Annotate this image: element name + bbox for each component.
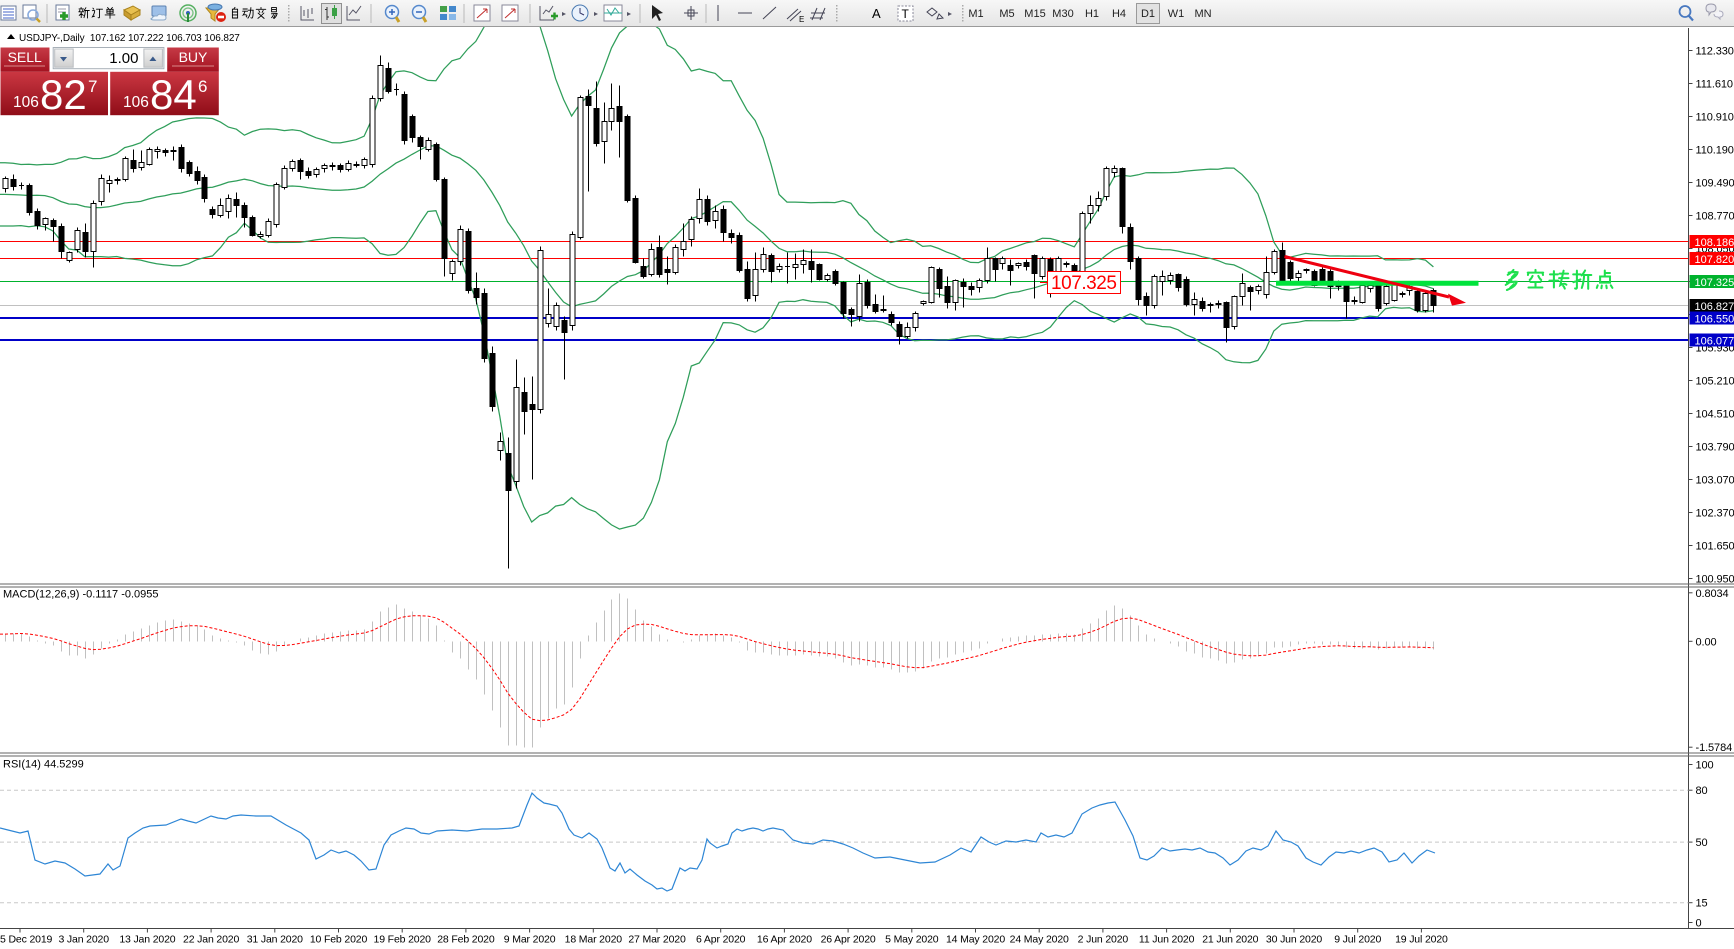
svg-text:28 Feb 2020: 28 Feb 2020 [437,934,495,946]
svg-text:112.330: 112.330 [1696,46,1734,58]
svg-text:107.325: 107.325 [1695,277,1734,289]
svg-text:0: 0 [1696,918,1702,930]
svg-text:103.070: 103.070 [1696,475,1734,487]
svg-text:9 Jul 2020: 9 Jul 2020 [1334,934,1381,946]
svg-text:30 Jun 2020: 30 Jun 2020 [1266,934,1322,946]
svg-text:82: 82 [40,71,87,118]
svg-text:102.370: 102.370 [1696,508,1734,520]
svg-text:1.00: 1.00 [109,50,138,67]
svg-text:BUY: BUY [179,49,208,65]
svg-text:106.077: 106.077 [1695,336,1734,348]
svg-text:22 Jan 2020: 22 Jan 2020 [183,934,239,946]
svg-text:100.950: 100.950 [1696,574,1734,586]
svg-text:M1: M1 [968,8,983,20]
svg-text:107.325: 107.325 [1051,273,1117,294]
svg-text:109.490: 109.490 [1696,178,1734,190]
svg-text:3 Jan 2020: 3 Jan 2020 [58,934,109,946]
svg-text:SELL: SELL [8,49,42,65]
svg-text:108.186: 108.186 [1695,237,1734,249]
svg-text:103.790: 103.790 [1696,442,1734,454]
svg-text:31 Jan 2020: 31 Jan 2020 [247,934,303,946]
svg-text:RSI(14) 44.5299: RSI(14) 44.5299 [3,759,84,771]
svg-text:50: 50 [1696,837,1708,849]
svg-text:USDJPY-,Daily 107.162 107.222: USDJPY-,Daily 107.162 107.222 106.703 10… [19,33,240,44]
svg-text:-1.5784: -1.5784 [1696,742,1733,754]
svg-text:H4: H4 [1112,8,1126,20]
svg-text:0.00: 0.00 [1696,636,1717,648]
svg-text:6 Apr 2020: 6 Apr 2020 [696,934,746,946]
svg-text:9 Mar 2020: 9 Mar 2020 [504,934,556,946]
svg-text:105.210: 105.210 [1696,376,1734,388]
svg-text:A: A [872,6,881,21]
svg-text:106: 106 [13,94,39,111]
svg-text:19 Jul 2020: 19 Jul 2020 [1395,934,1448,946]
svg-text:16 Apr 2020: 16 Apr 2020 [757,934,812,946]
svg-text:M30: M30 [1052,8,1073,20]
svg-text:106: 106 [123,94,149,111]
svg-text:D1: D1 [1141,8,1155,20]
svg-text:106.550: 106.550 [1695,314,1734,326]
svg-text:19 Feb 2020: 19 Feb 2020 [374,934,432,946]
svg-text:0.8034: 0.8034 [1696,588,1729,600]
svg-text:107.820: 107.820 [1695,254,1734,266]
svg-text:110.910: 110.910 [1696,112,1734,124]
svg-text:11 Jun 2020: 11 Jun 2020 [1139,934,1195,946]
svg-text:21 Jun 2020: 21 Jun 2020 [1202,934,1258,946]
svg-text:MACD(12,26,9) -0.1117 -0.0955: MACD(12,26,9) -0.1117 -0.0955 [3,589,159,601]
svg-text:84: 84 [150,71,197,118]
svg-text:2 Jun 2020: 2 Jun 2020 [1078,934,1129,946]
svg-text:26 Apr 2020: 26 Apr 2020 [821,934,876,946]
svg-text:111.610: 111.610 [1696,79,1733,91]
svg-text:T: T [902,7,910,21]
svg-text:5 May 2020: 5 May 2020 [885,934,939,946]
svg-text:24 May 2020: 24 May 2020 [1010,934,1069,946]
svg-text:E: E [799,15,804,24]
svg-text:101.650: 101.650 [1696,541,1734,553]
svg-text:18 Mar 2020: 18 Mar 2020 [565,934,623,946]
svg-text:6: 6 [198,77,207,96]
svg-text:110.190: 110.190 [1696,145,1734,157]
svg-text:M15: M15 [1024,8,1045,20]
svg-text:27 Mar 2020: 27 Mar 2020 [628,934,686,946]
svg-text:10 Feb 2020: 10 Feb 2020 [310,934,368,946]
svg-text:106.827: 106.827 [1695,301,1734,313]
svg-text:W1: W1 [1168,8,1185,20]
svg-text:13 Jan 2020: 13 Jan 2020 [119,934,175,946]
svg-text:108.770: 108.770 [1696,211,1734,223]
svg-text:80: 80 [1696,785,1708,797]
svg-text:MN: MN [1194,8,1211,20]
svg-text:M5: M5 [999,8,1014,20]
svg-text:7: 7 [88,77,97,96]
svg-text:100: 100 [1696,760,1714,772]
svg-text:14 May 2020: 14 May 2020 [946,934,1005,946]
svg-text:15: 15 [1696,898,1708,910]
svg-text:5 Dec 2019: 5 Dec 2019 [0,934,53,946]
svg-text:104.510: 104.510 [1696,409,1734,421]
svg-text:H1: H1 [1085,8,1099,20]
